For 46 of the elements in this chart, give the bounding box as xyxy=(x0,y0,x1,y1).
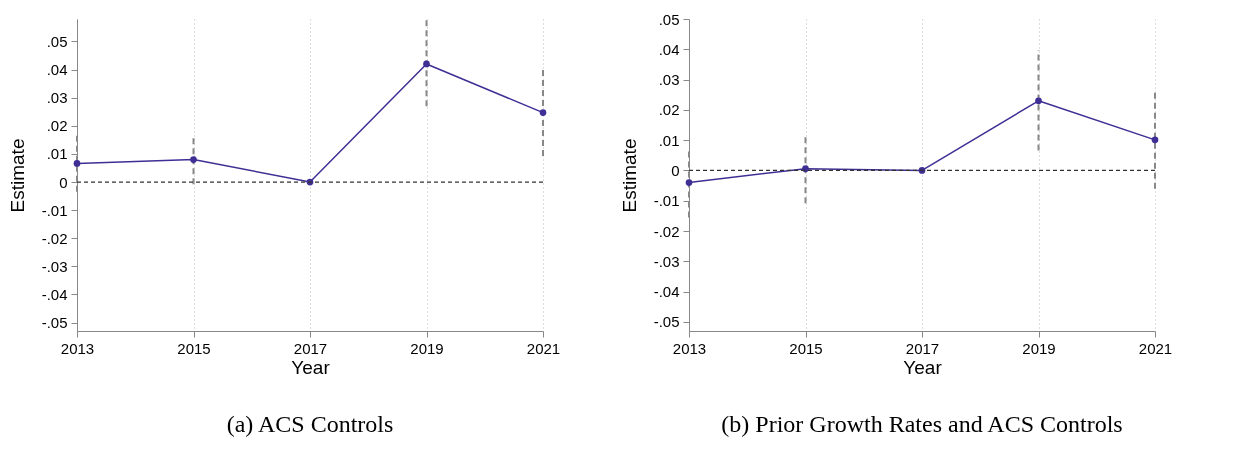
y-tick-label: .03 xyxy=(46,89,68,107)
point xyxy=(802,165,809,172)
y-tick-label: -.02 xyxy=(653,222,680,240)
x-tick-label: 2017 xyxy=(905,339,940,357)
x-tick-label: 2013 xyxy=(672,339,707,357)
y-tick-label: .01 xyxy=(46,145,68,163)
y-tick-label: .03 xyxy=(658,71,680,89)
point xyxy=(539,109,547,116)
point xyxy=(73,160,81,167)
x-tick-label: 2017 xyxy=(293,339,328,357)
y-tick-label: .04 xyxy=(46,61,68,79)
text: (a) ACS Controls xyxy=(226,411,394,437)
point xyxy=(685,179,693,186)
y-tick-label: -.02 xyxy=(41,229,68,247)
y-axis-title: Estimate xyxy=(618,138,640,213)
y-tick-label: -.01 xyxy=(41,201,68,219)
x-tick-label: 2015 xyxy=(789,339,823,357)
y-axis-title: Estimate xyxy=(6,138,28,213)
point xyxy=(1151,136,1159,144)
y-tick-label: 0 xyxy=(671,161,680,179)
x-tick-label: 2015 xyxy=(177,339,211,357)
point xyxy=(190,156,197,163)
x-tick-label: 2021 xyxy=(526,339,561,357)
y-tick-label: -.04 xyxy=(41,285,68,303)
y-tick-label: .02 xyxy=(46,117,68,135)
x-axis-title: Year xyxy=(903,356,943,378)
y-tick-label: -.05 xyxy=(41,314,68,332)
y-tick-label: 0 xyxy=(59,173,68,191)
x-tick-label: 2013 xyxy=(60,339,95,357)
y-tick-label: .05 xyxy=(658,10,680,28)
y-tick-label: .05 xyxy=(46,32,68,50)
x-axis-title: Year xyxy=(291,356,331,378)
y-tick-label: -.03 xyxy=(653,252,680,270)
y-tick-label: -.04 xyxy=(653,283,680,301)
point xyxy=(1035,97,1042,105)
text: (b) Prior Growth Rates and ACS Controls xyxy=(721,411,1123,437)
y-tick-label: .02 xyxy=(658,101,680,119)
x-tick-label: 2019 xyxy=(410,339,444,357)
x-tick-label: 2021 xyxy=(1138,339,1173,357)
y-tick-label: -.01 xyxy=(653,192,680,210)
y-tick-label: -.05 xyxy=(653,313,680,331)
y-tick-label: -.03 xyxy=(41,257,68,275)
y-tick-label: .01 xyxy=(658,131,680,149)
y-tick-label: .04 xyxy=(658,40,680,58)
point xyxy=(423,60,430,68)
x-tick-label: 2019 xyxy=(1022,339,1056,357)
